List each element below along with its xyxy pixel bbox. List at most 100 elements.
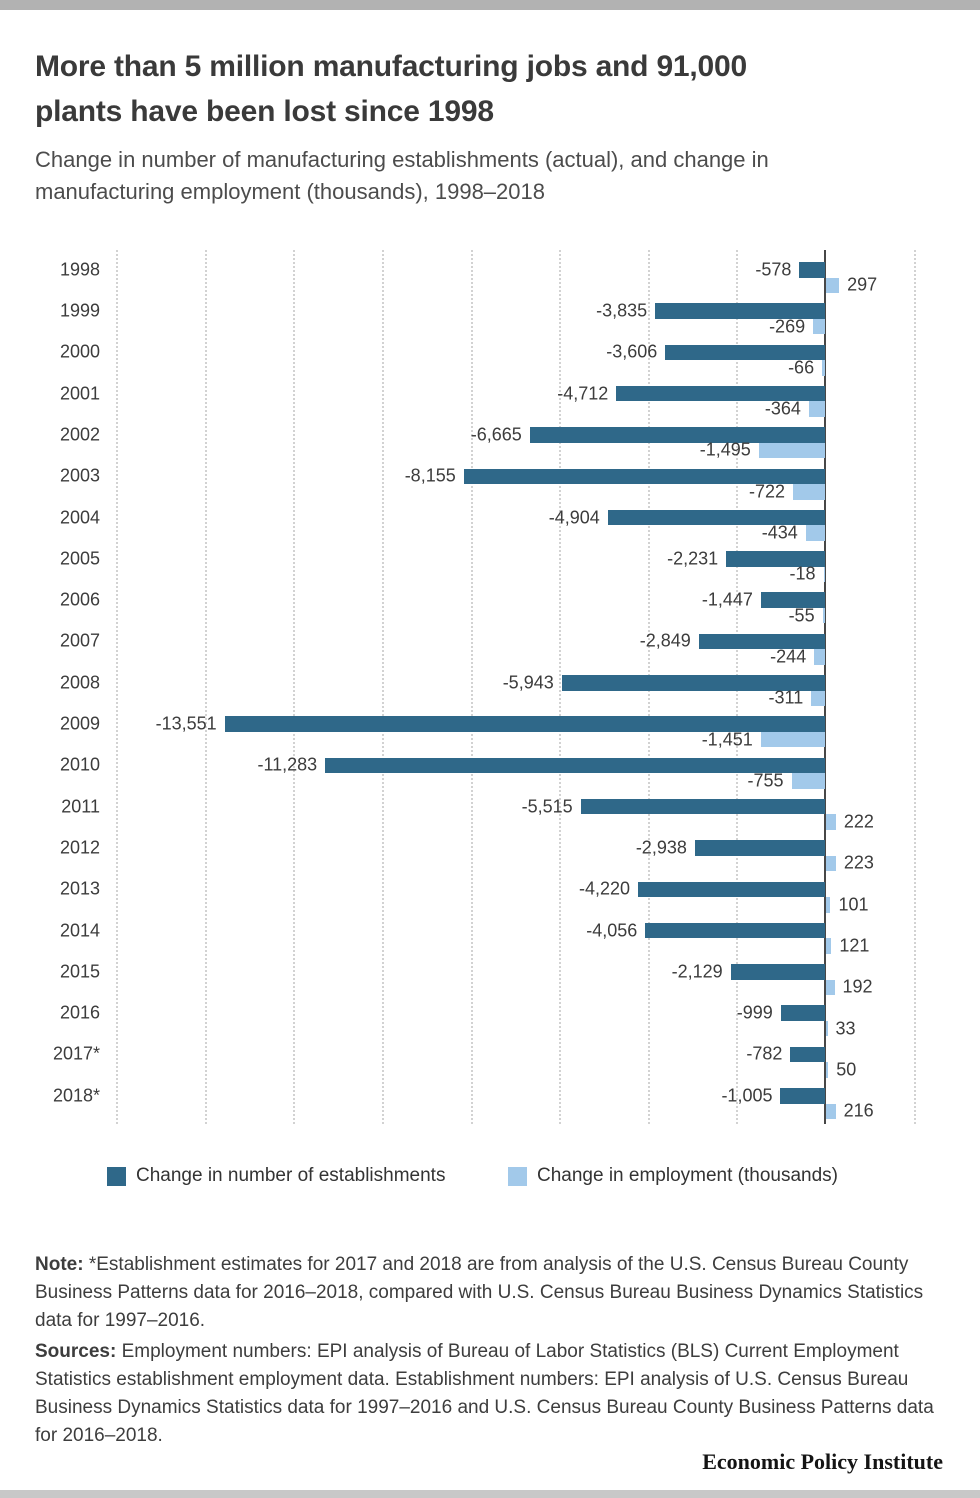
gridline [382,250,384,1124]
top-strip [0,0,980,10]
establishments-bar-2013 [638,881,825,897]
establishments-value-2004: -4,904 [548,507,600,528]
establishments-bar-2003 [463,468,825,484]
establishments-bar-2011 [580,798,825,815]
employment-value-2017: 50 [836,1059,857,1080]
employment-bar-2010 [791,773,825,789]
sources-text: Employment numbers: EPI analysis of Bure… [35,1341,934,1446]
establishments-value-2018: -1,005 [721,1085,773,1106]
establishments-value-2011: -5,515 [521,796,573,817]
establishments-value-2003: -8,155 [404,465,456,486]
employment-value-2015: 192 [842,976,873,997]
establishments-bar-2012 [694,840,825,856]
establishments-bar-2008 [561,675,825,691]
employment-value-2006: -55 [788,605,815,626]
establishments-value-2000: -3,606 [606,341,658,362]
employment-value-2000: -66 [788,357,815,378]
establishments-bar-1999 [655,303,825,319]
year-label-2013: 2013 [59,878,100,899]
zero-axis-line [824,250,826,1124]
year-label-2010: 2010 [59,754,100,775]
employment-value-1998: 297 [847,274,878,295]
epi-logo-text: Economic Policy Institute [702,1449,943,1474]
employment-bar-2017 [826,1062,829,1078]
gridline [470,250,473,1124]
establishments-value-2007: -2,849 [639,630,691,651]
establishments-bar-2009 [224,716,825,732]
employment-value-2001: -364 [764,398,801,419]
establishments-value-2015: -2,129 [671,961,723,982]
establishments-value-2006: -1,447 [701,589,753,610]
employment-value-2009: -1,451 [701,729,753,750]
establishments-value-2005: -2,231 [667,548,719,569]
establishments-bar-2004 [607,509,825,526]
year-label-2011: 2011 [61,796,100,817]
employment-bar-2016 [826,1020,828,1037]
year-label-2006: 2006 [59,589,100,610]
establishments-bar-2002 [529,427,825,443]
establishments-bar-1998 [799,262,825,278]
year-label-2012: 2012 [59,837,100,858]
employment-bar-2013 [826,897,831,913]
legend: Change in number of establishments Chang… [0,1165,980,1191]
employment-value-2014: 121 [839,935,870,956]
employment-bar-2004 [805,525,825,541]
establishments-value-2001: -4,712 [557,383,609,404]
establishments-value-2002: -6,665 [470,424,522,445]
employment-value-2003: -722 [748,481,786,502]
establishments-swatch [107,1166,126,1186]
establishments-value-2012: -2,938 [635,837,687,858]
year-label-1998: 1998 [59,259,100,280]
establishments-value-2008: -5,943 [502,672,554,693]
sources-paragraph: Sources: Employment numbers: EPI analysi… [35,1338,953,1450]
employment-bar-2002 [758,442,825,459]
employment-value-1999: -269 [769,316,806,337]
year-label-2017: 2017* [52,1043,100,1064]
employment-bar-1999 [813,318,825,335]
legend-label-establishments: Change in number of establishments [136,1165,446,1186]
establishments-value-2017: -782 [746,1043,783,1064]
establishments-bar-2017 [790,1046,825,1063]
year-label-2007: 2007 [59,630,100,651]
establishments-bar-2014 [645,922,825,939]
employment-value-2007: -244 [770,646,807,667]
employment-value-2013: 101 [838,894,869,915]
year-label-2015: 2015 [59,961,100,982]
employment-value-2010: -755 [747,770,784,791]
gridline [559,250,562,1124]
note-paragraph: Note: *Establishment estimates for 2017 … [35,1251,953,1335]
note-label: Note: [35,1254,84,1275]
establishments-value-2013: -4,220 [579,878,631,899]
gridline [204,250,207,1124]
plot-area: 1998 -578 297 1999 -3,835 -269 2000 -3,606 -66 20… [0,250,980,1124]
establishments-bar-2005 [726,551,825,567]
year-label-2005: 2005 [59,548,100,569]
employment-bar-2007 [814,649,825,665]
year-label-2014: 2014 [59,920,100,941]
employment-value-2002: -1,495 [699,439,751,460]
note-text: *Establishment estimates for 2017 and 20… [35,1254,924,1331]
employment-bar-2018 [826,1103,836,1119]
chart-subtitle: Change in number of manufacturing establ… [35,147,769,204]
establishments-bar-2001 [616,385,825,402]
employment-value-2016: 33 [835,1018,856,1039]
employment-value-2005: -18 [789,563,816,584]
year-label-2018: 2018* [52,1085,100,1106]
employment-bar-2009 [760,731,825,748]
employment-value-2008: -311 [768,687,804,708]
employment-value-2018: 216 [843,1100,874,1121]
sources-label: Sources: [35,1341,117,1362]
year-label-2001: 2001 [59,383,100,404]
employment-bar-2001 [808,401,825,417]
establishments-bar-2016 [780,1005,825,1021]
employment-bar-2011 [826,814,836,830]
year-label-2009: 2009 [59,713,100,734]
employment-bar-2000 [822,360,825,376]
employment-value-2004: -434 [761,522,798,543]
establishments-value-2014: -4,056 [586,920,638,941]
establishments-value-2010: -11,283 [257,754,318,775]
establishments-value-1999: -3,835 [596,300,648,321]
establishments-value-2009: -13,551 [155,713,217,734]
employment-bar-2008 [811,690,825,706]
legend-item-employment: Change in employment (thousands) [508,1165,838,1187]
